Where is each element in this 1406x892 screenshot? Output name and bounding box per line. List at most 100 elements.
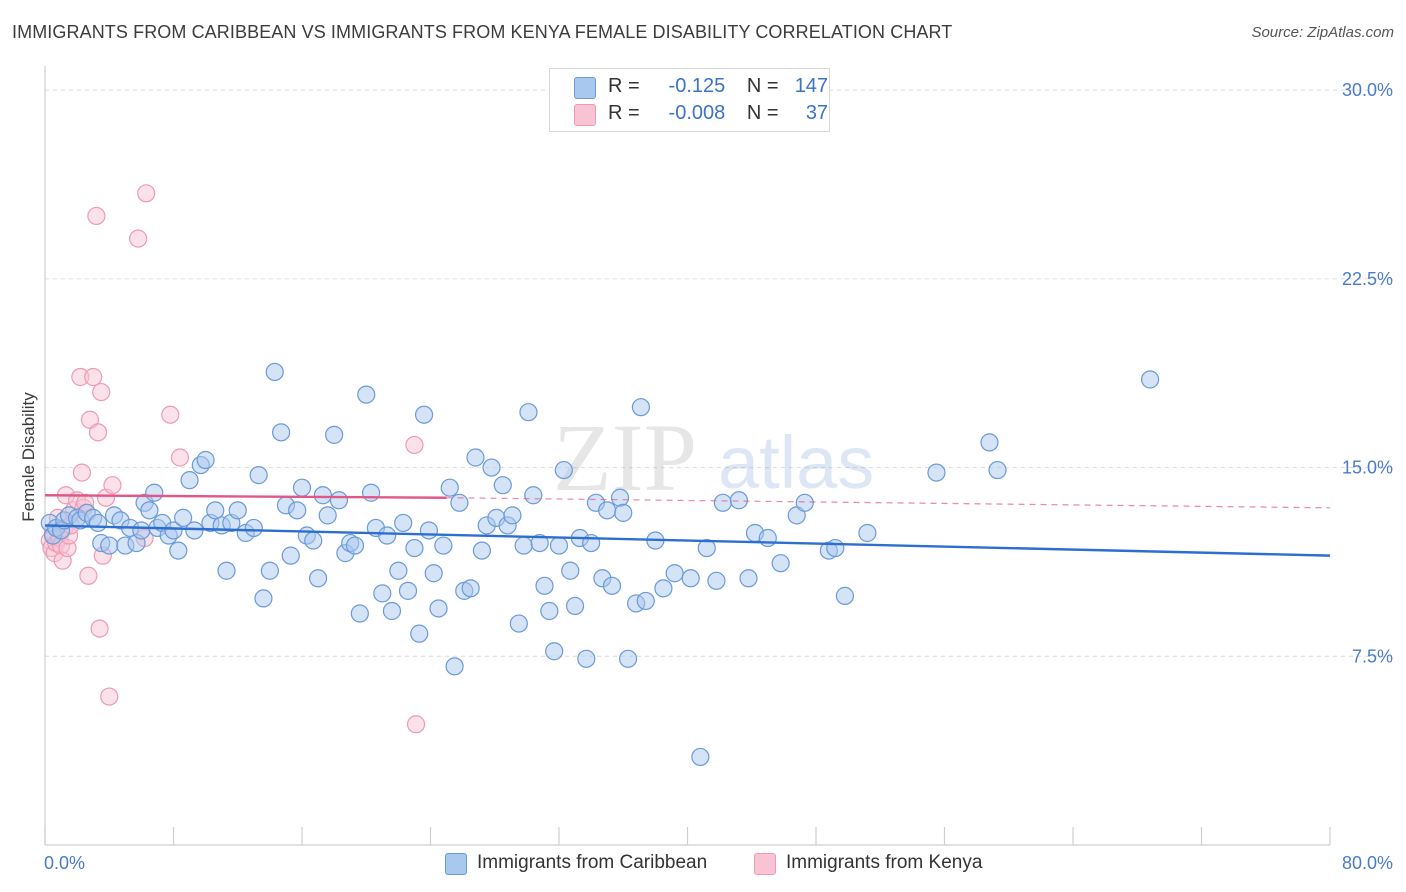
trend-lines	[44, 494, 1331, 557]
caribbean-point	[382, 601, 402, 621]
y-tick-label: 30.0%	[1342, 80, 1393, 100]
caribbean-point	[228, 501, 247, 520]
caribbean-point	[389, 561, 408, 580]
kenya-point	[72, 463, 92, 482]
caribbean-point	[565, 596, 585, 616]
caribbean-point	[697, 538, 716, 558]
caribbean-point	[405, 538, 424, 558]
caribbean-point	[561, 561, 580, 580]
caribbean-point	[482, 458, 501, 477]
kenya-point	[161, 405, 180, 424]
caribbean-point	[244, 518, 263, 538]
caribbean-point	[445, 657, 464, 676]
watermark: ZIP atlas	[553, 404, 874, 511]
source-label: Source: ZipAtlas.com	[1251, 24, 1394, 41]
caribbean-trend-line	[44, 524, 1331, 557]
caribbean-swatch	[574, 77, 596, 99]
caribbean-point	[260, 561, 279, 580]
legend-r-label: R =	[608, 75, 640, 97]
x-tick-label: 80.0%	[1342, 853, 1393, 873]
caribbean-point	[254, 589, 273, 608]
kenya-swatch	[754, 853, 776, 875]
kenya-point	[103, 476, 122, 495]
caribbean-point	[610, 488, 630, 507]
caribbean-point	[577, 649, 596, 668]
caribbean-point	[681, 569, 700, 588]
caribbean-point	[329, 491, 349, 510]
kenya-points	[40, 184, 426, 734]
caribbean-point	[631, 398, 651, 417]
legend-kenya-r: -0.008	[668, 102, 726, 124]
axes	[44, 66, 1331, 846]
caribbean-point	[554, 460, 573, 480]
caribbean-point	[691, 747, 710, 767]
caribbean-point	[614, 503, 633, 522]
caribbean-point	[132, 521, 151, 540]
kenya-point	[92, 382, 111, 402]
kenya-point	[129, 229, 148, 248]
caribbean-point	[308, 569, 328, 588]
legend-r-label: R =	[608, 102, 640, 124]
legend-caribbean-r: -0.125	[668, 75, 726, 97]
chart-title: IMMIGRANTS FROM CARIBBEAN VS IMMIGRANTS …	[12, 22, 953, 42]
grid-lines	[45, 89, 1392, 657]
caribbean-point	[361, 483, 381, 502]
caribbean-point	[185, 521, 204, 540]
kenya-swatch	[574, 104, 596, 126]
caribbean-point	[729, 491, 749, 510]
caribbean-point	[524, 486, 543, 505]
caribbean-point	[509, 614, 528, 633]
caribbean-point	[292, 478, 312, 497]
caribbean-point	[858, 523, 877, 543]
caribbean-point	[345, 536, 365, 555]
caribbean-point	[434, 536, 453, 555]
caribbean-point	[313, 486, 332, 505]
caribbean-point	[288, 501, 307, 520]
caribbean-point	[530, 533, 549, 553]
caribbean-point	[466, 448, 485, 467]
caribbean-point	[265, 362, 284, 382]
caribbean-swatch	[445, 853, 467, 875]
caribbean-point	[429, 599, 448, 618]
kenya-point	[84, 367, 103, 387]
caribbean-point	[988, 460, 1007, 480]
caribbean-point	[618, 649, 638, 668]
kenya-point	[170, 448, 190, 467]
caribbean-point	[440, 478, 459, 497]
caribbean-point	[713, 493, 732, 512]
caribbean-point	[835, 586, 855, 605]
kenya-point	[87, 206, 106, 226]
caribbean-point	[826, 538, 845, 558]
caribbean-point	[350, 604, 369, 623]
caribbean-point	[325, 425, 344, 444]
caribbean-point	[145, 483, 164, 502]
caribbean-point	[419, 521, 438, 540]
watermark-atlas: atlas	[718, 421, 874, 504]
caribbean-point	[378, 526, 397, 545]
caribbean-point	[140, 501, 159, 520]
caribbean-point	[450, 493, 469, 512]
legend-caribbean-n: 147	[794, 75, 829, 97]
kenya-point	[100, 687, 119, 706]
caribbean-point	[281, 546, 300, 565]
legend: R = -0.125 N = 147 R = -0.008 N = 37	[549, 68, 830, 132]
caribbean-point	[927, 463, 946, 482]
caribbean-point	[373, 584, 392, 603]
caribbean-point	[472, 541, 491, 560]
tick-labels: 7.5% 15.0% 22.5% 30.0% 0.0% 80.0%	[44, 80, 1393, 873]
kenya-point	[88, 423, 108, 442]
caribbean-point	[795, 493, 814, 512]
legend-n-label: N =	[746, 75, 779, 97]
caribbean-point	[394, 513, 413, 533]
legend-kenya-n: 37	[805, 102, 829, 124]
caribbean-point	[164, 521, 183, 540]
kenya-point	[79, 566, 98, 585]
caribbean-point	[598, 501, 617, 520]
y-axis-label: Female Disability	[19, 392, 38, 522]
kenya-series-name: Immigrants from Kenya	[786, 852, 983, 873]
caribbean-point	[514, 536, 533, 555]
caribbean-point	[493, 476, 512, 495]
kenya-trend-extension	[446, 497, 1331, 509]
kenya-point	[90, 619, 109, 638]
